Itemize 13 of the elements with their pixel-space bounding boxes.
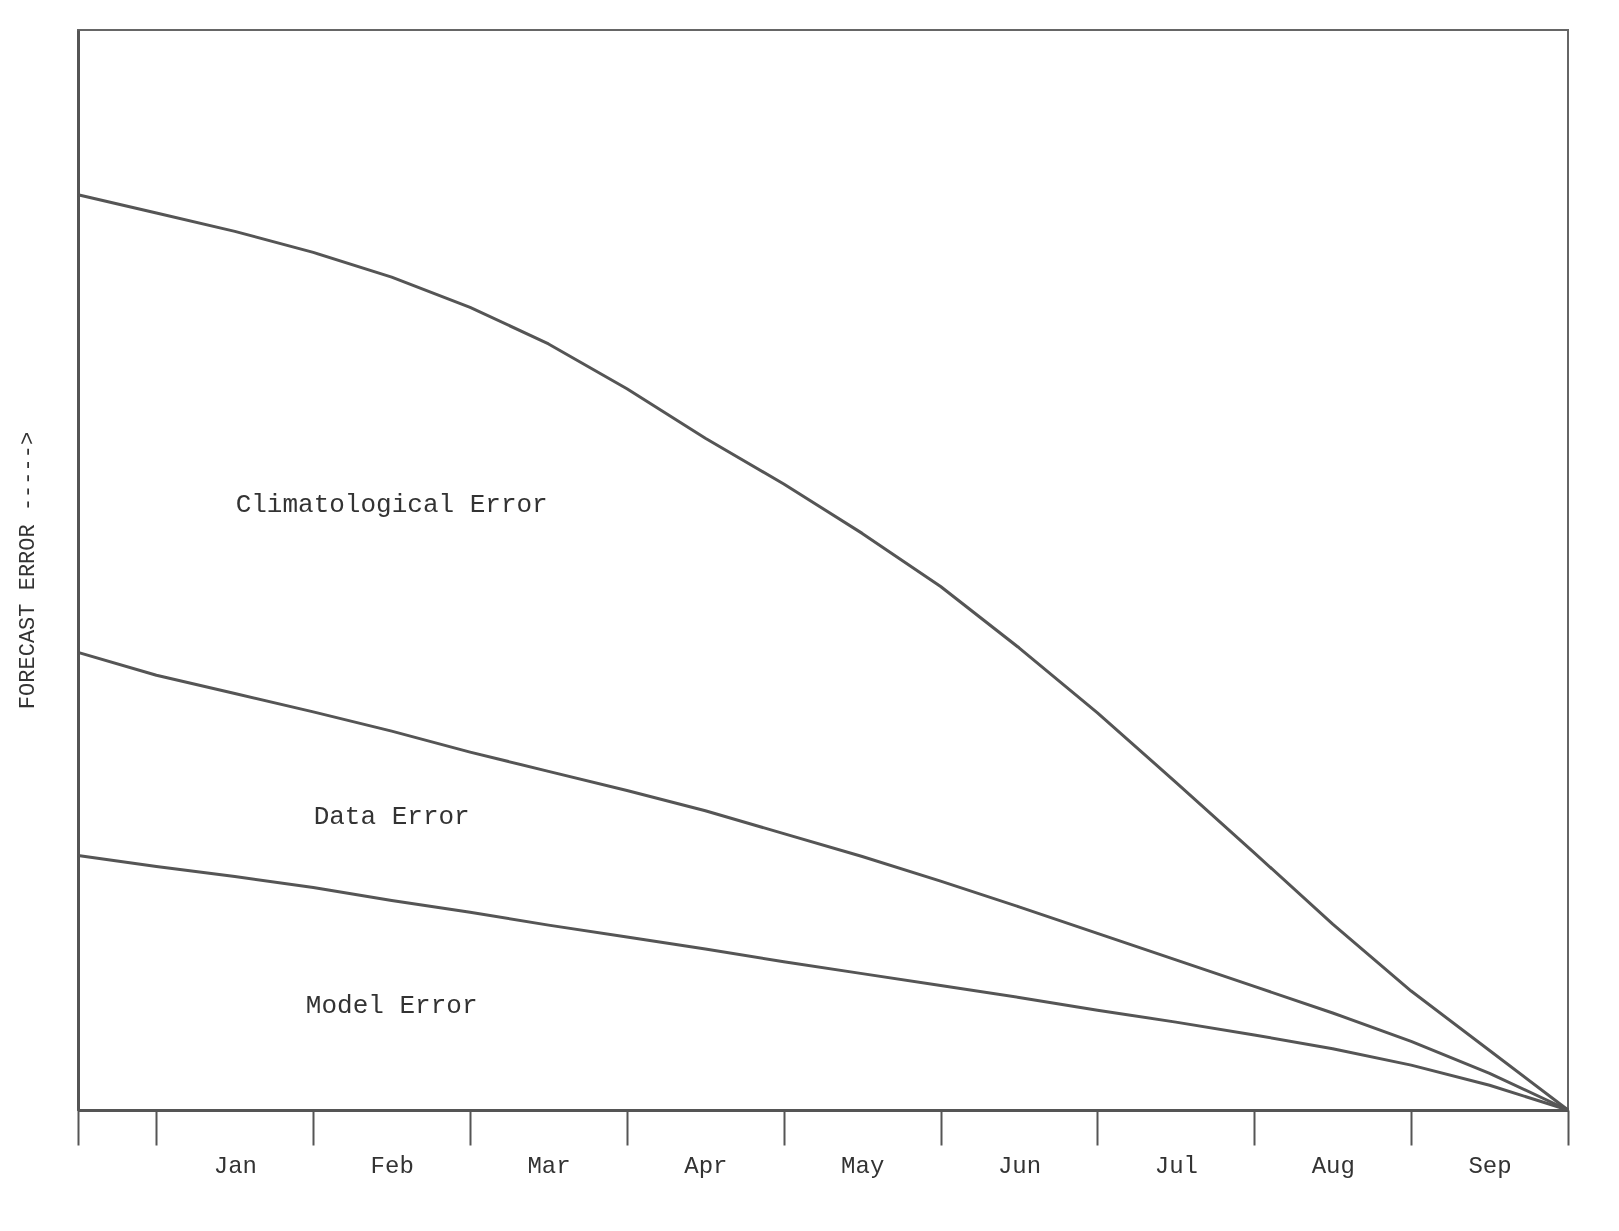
annotation: Model Error [305, 991, 478, 1022]
x-tick-label: Sep [1468, 1152, 1512, 1180]
x-tick-label: Jul [1154, 1152, 1198, 1180]
y-axis-title: FORECAST ERROR -----> [15, 431, 41, 710]
x-tick-label: Mar [527, 1152, 571, 1180]
x-tick-label: Aug [1311, 1152, 1355, 1180]
x-tick-label: May [841, 1152, 885, 1180]
annotation: Climatological Error [235, 490, 548, 521]
x-tick-label: Jan [213, 1152, 257, 1180]
x-tick-label: Jun [997, 1152, 1042, 1180]
x-tick-label: Apr [684, 1152, 728, 1180]
annotation: Data Error [313, 801, 470, 832]
x-tick-label: Feb [370, 1152, 414, 1180]
